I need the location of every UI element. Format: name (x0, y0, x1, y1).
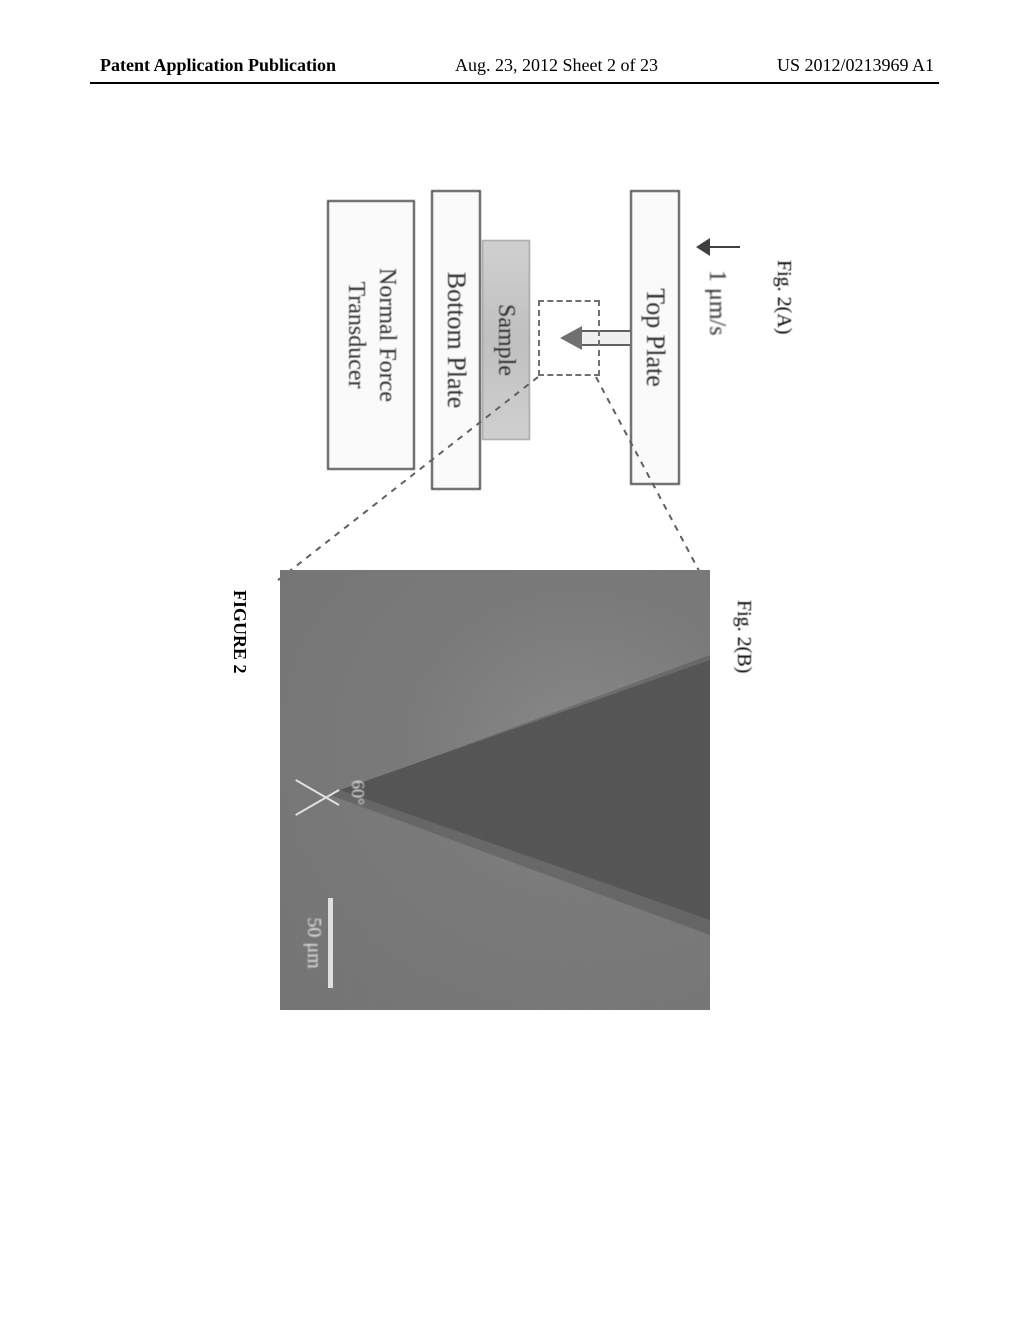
micrograph-image: 60° 50 μm (280, 570, 710, 1010)
transducer-label-2: Transducer (340, 281, 371, 388)
speed-label: 1 μm/s (703, 270, 730, 336)
figure-inner: Fig. 2(A) Fig. 2(B) 1 μm/s Top Plate Sam… (175, 180, 815, 1080)
header-date-sheet: Aug. 23, 2012 Sheet 2 of 23 (455, 55, 658, 76)
down-arrow-icon (695, 238, 740, 256)
top-plate-label: Top Plate (640, 288, 670, 387)
figure-area: Fig. 2(A) Fig. 2(B) 1 μm/s Top Plate Sam… (45, 310, 945, 950)
header-divider (90, 82, 939, 84)
transducer-box: Normal Force Transducer (327, 200, 415, 470)
figure-caption: FIGURE 2 (229, 590, 250, 674)
figure-label-b: Fig. 2(B) (732, 600, 755, 673)
sample-label: Sample (493, 304, 520, 376)
bottom-plate-box: Bottom Plate (431, 190, 481, 490)
bottom-plate-label: Bottom Plate (441, 272, 471, 409)
sample-box: Sample (482, 240, 530, 440)
transducer-label-1: Normal Force (371, 268, 402, 402)
probe-highlight-box (538, 300, 600, 376)
page-header: Patent Application Publication Aug. 23, … (100, 55, 934, 76)
figure-label-a: Fig. 2(A) (772, 260, 795, 334)
header-patent-number: US 2012/0213969 A1 (777, 55, 934, 76)
header-publication: Patent Application Publication (100, 55, 336, 76)
top-plate-box: Top Plate (630, 190, 680, 485)
